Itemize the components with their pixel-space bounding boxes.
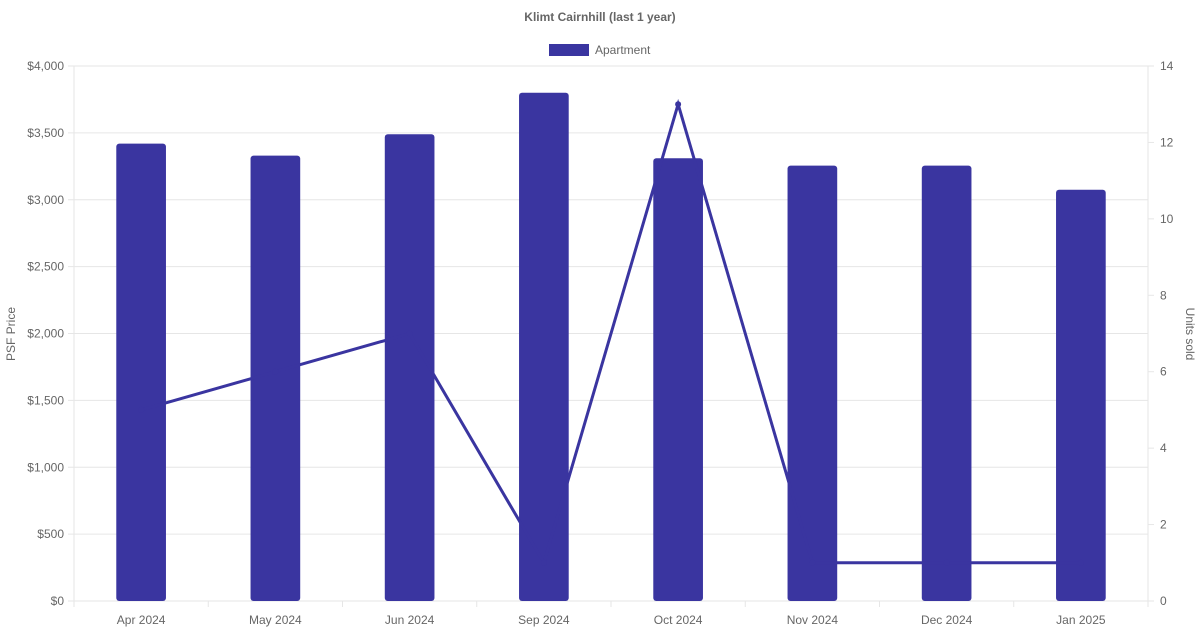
legend-label-apartment: Apartment xyxy=(595,43,651,57)
y-axis-left: $0 $500 $1,000 $1,500 $2,000 $2,500 $3,000 $3,5… xyxy=(27,59,64,608)
y-right-tick-label: 2 xyxy=(1160,518,1167,532)
bar[interactable] xyxy=(653,158,703,601)
y-left-tick-label: $2,000 xyxy=(27,327,64,341)
y-left-tick-label: $4,000 xyxy=(27,59,64,73)
line-series xyxy=(138,98,1084,567)
bar[interactable] xyxy=(921,165,972,602)
x-tick-label: Apr 2024 xyxy=(117,613,166,627)
line-point[interactable] xyxy=(675,101,682,108)
y-right-tick-label: 14 xyxy=(1160,59,1174,73)
line-point[interactable] xyxy=(540,559,547,566)
bar[interactable] xyxy=(1056,189,1106,601)
x-tick-label: Jan 2025 xyxy=(1056,613,1106,627)
y-left-tick-label: $2,500 xyxy=(27,260,64,274)
y-left-tick-label: $3,000 xyxy=(27,193,64,207)
line-point[interactable] xyxy=(272,368,279,375)
bar[interactable] xyxy=(250,155,301,602)
y-right-tick-label: 4 xyxy=(1160,441,1167,455)
x-tick-label: Sep 2024 xyxy=(518,613,570,627)
bar[interactable] xyxy=(384,134,435,601)
x-tick-label: Nov 2024 xyxy=(787,613,839,627)
legend-swatch-apartment xyxy=(549,44,589,56)
line-point[interactable] xyxy=(406,330,413,337)
line-point[interactable] xyxy=(138,406,145,413)
x-tick-label: Dec 2024 xyxy=(921,613,973,627)
y-axis-right-title: Units sold xyxy=(1183,308,1197,361)
y-axis-left-title: PSF Price xyxy=(4,307,18,361)
line-point[interactable] xyxy=(943,559,950,566)
x-tick-label: May 2024 xyxy=(249,613,302,627)
bar[interactable] xyxy=(519,92,569,601)
x-tick-label: Oct 2024 xyxy=(654,613,703,627)
units-sold-line xyxy=(140,98,1081,567)
y-right-tick-label: 10 xyxy=(1160,212,1174,226)
y-left-tick-label: $1,000 xyxy=(27,460,64,474)
y-right-tick-label: 8 xyxy=(1160,288,1167,302)
y-right-tick-label: 6 xyxy=(1160,365,1167,379)
line-point[interactable] xyxy=(809,559,816,566)
y-right-tick-label: 0 xyxy=(1160,594,1167,608)
y-right-tick-label: 12 xyxy=(1160,135,1174,149)
y-axis-right: 0 2 4 6 8 10 12 14 xyxy=(1148,59,1174,608)
legend[interactable]: Apartment xyxy=(549,43,651,57)
bar[interactable] xyxy=(116,143,166,601)
line-point[interactable] xyxy=(1077,559,1084,566)
bar[interactable] xyxy=(787,165,838,602)
y-left-tick-label: $0 xyxy=(51,594,65,608)
bar-series xyxy=(116,92,1106,602)
y-left-tick-label: $1,500 xyxy=(27,393,64,407)
y-left-tick-label: $3,500 xyxy=(27,126,64,140)
chart-title: Klimt Cairnhill (last 1 year) xyxy=(524,10,675,24)
y-left-tick-label: $500 xyxy=(37,527,64,541)
x-axis: Apr 2024 May 2024 Jun 2024 Sep 2024 Oct 2024… xyxy=(117,613,1106,627)
gridlines xyxy=(68,65,1149,607)
x-tick-label: Jun 2024 xyxy=(385,613,435,627)
